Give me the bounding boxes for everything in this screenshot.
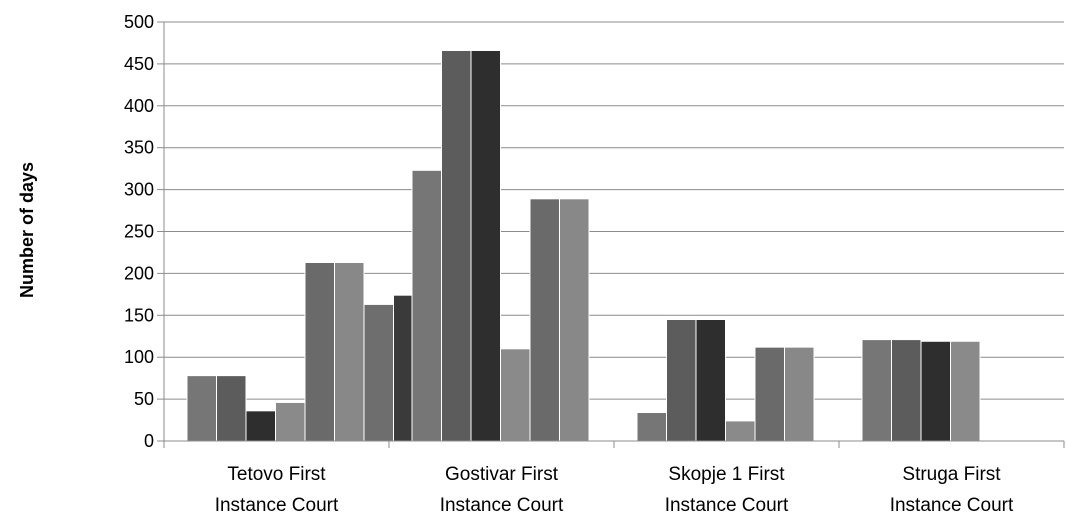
bar-0-6	[363, 303, 394, 442]
axes	[157, 21, 1065, 448]
y-tick-label: 450	[124, 54, 154, 74]
y-tick-label: 0	[144, 431, 154, 451]
bar-2-5	[784, 346, 815, 442]
category-label-line: Skopje 1 First	[668, 464, 785, 485]
bar-2-2	[695, 318, 726, 442]
bar-0-4	[304, 262, 335, 442]
y-tick-label: 100	[124, 347, 154, 367]
category-label-line: Tetovo First	[227, 464, 326, 485]
category-label-line: Instance Court	[890, 495, 1014, 516]
y-tick-label: 500	[124, 12, 154, 32]
category-label: Gostivar First Instance Court	[440, 464, 564, 516]
y-tick-label: 150	[124, 305, 154, 325]
y-tick-label: 250	[124, 222, 154, 242]
category-label-line: Gostivar First	[445, 464, 559, 485]
bar-0-0	[186, 375, 217, 442]
bar-1-3	[500, 348, 531, 442]
bar-1-0	[411, 169, 442, 442]
bar-3-0	[861, 339, 892, 442]
category-label: Skopje 1 First Instance Court	[665, 464, 789, 516]
y-tick-label: 200	[124, 263, 154, 283]
bar-1-1	[441, 49, 472, 442]
bar-3-3	[950, 340, 981, 442]
category-label-line: Struga First	[902, 464, 1001, 485]
category-label: Tetovo First Instance Court	[215, 464, 339, 516]
y-tick-labels: 0 50 100 150 200 250 300 350 400 450 500	[124, 12, 154, 451]
y-tick-label: 350	[124, 138, 154, 158]
bar-0-2	[245, 410, 276, 442]
category-label-line: Instance Court	[665, 495, 789, 516]
category-label-line: Instance Court	[440, 495, 564, 516]
y-tick-label: 400	[124, 96, 154, 116]
bar-2-1	[666, 318, 697, 442]
bar-1-2	[470, 49, 501, 442]
category-label-line: Instance Court	[215, 495, 339, 516]
bar-0-5	[334, 262, 365, 442]
bar-3-2	[920, 340, 951, 442]
bar-3-1	[891, 339, 922, 442]
bar-0-3	[275, 401, 306, 442]
bar-2-3	[725, 420, 756, 442]
bar-0-1	[216, 375, 247, 442]
y-tick-label: 50	[134, 389, 154, 409]
bar-1-4	[529, 198, 560, 442]
y-tick-label: 300	[124, 180, 154, 200]
category-label: Struga First Instance Court	[890, 464, 1014, 516]
bar-1-5	[559, 198, 590, 442]
bar-2-0	[636, 412, 667, 442]
bar-2-4	[754, 346, 785, 442]
bars	[186, 49, 981, 442]
y-axis-title: Number of days	[17, 162, 37, 298]
